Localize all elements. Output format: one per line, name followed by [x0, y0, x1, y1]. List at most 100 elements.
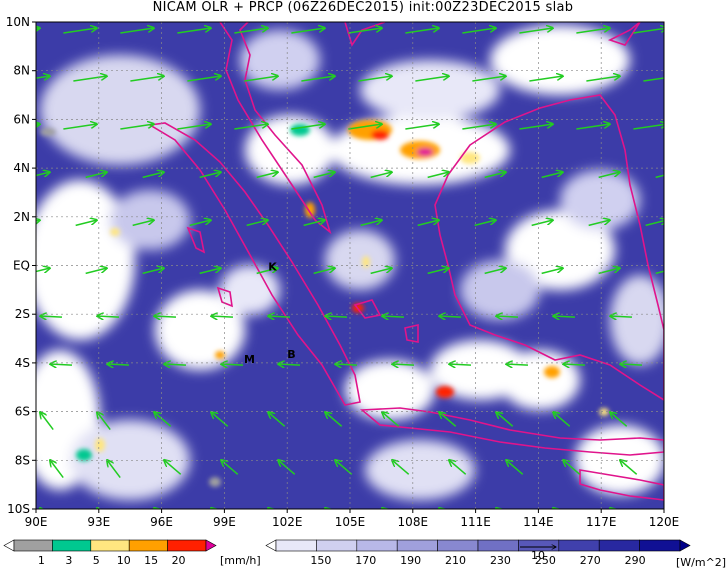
wind-vector: [164, 364, 187, 365]
wind-vector: [576, 28, 610, 34]
wind-vector: [677, 460, 694, 474]
olr-colorbar-swatch: [598, 539, 640, 552]
lat-tick-label: 2N: [13, 210, 30, 224]
wind-vector: [439, 316, 462, 317]
wind-vector: [50, 364, 73, 365]
olr-colorbar-swatch: [477, 539, 519, 552]
wind-vector: [427, 172, 449, 179]
wind-vector: [107, 364, 130, 365]
wind-vector: [655, 270, 664, 275]
olr-colorbar: 150 170 190 210 230 250 270 290 [W/m^2]: [265, 539, 726, 569]
precip-colorbar: 1 3 5 10 15 20 [mm/h]: [3, 539, 261, 567]
wind-vector: [97, 316, 120, 317]
olr-colorbar-label: 270: [580, 554, 601, 567]
wind-vector: [633, 28, 664, 34]
lon-tick-label: 90E: [25, 515, 48, 529]
coast-island-b: [216, 286, 233, 308]
lat-tick-label: 6S: [15, 405, 30, 419]
wind-vector: [211, 316, 234, 317]
wind-vector: [405, 124, 439, 130]
wind-vector: [506, 364, 529, 365]
place-label-m: M: [244, 353, 255, 366]
wind-vector: [645, 220, 664, 227]
lat-lon-grid: [36, 22, 664, 509]
coast-java: [359, 407, 664, 456]
axis-ticks: 90E 93E 96E 99E 102E 105E 108E 111E 114E 117E 120E…: [6, 15, 680, 529]
olr-colorbar-label: 210: [445, 554, 466, 567]
wind-vector: [588, 220, 610, 227]
wind-vector: [405, 28, 439, 34]
wind-vector: [667, 316, 689, 317]
lat-tick-label: 6N: [13, 112, 30, 126]
wind-vector: [164, 460, 182, 475]
wind-vector: [221, 460, 239, 475]
olr-colorbar-label: 170: [355, 554, 376, 567]
wind-vector: [325, 316, 348, 317]
wind-vector: [439, 412, 457, 427]
wind-vector: [667, 412, 684, 426]
wind-vector: [620, 364, 643, 365]
olr-colorbar-label: 290: [625, 554, 646, 567]
precip-colorbar-swatch: [128, 539, 168, 552]
lat-tick-label: 4S: [15, 356, 30, 370]
lon-tick-label: 102E: [272, 515, 303, 529]
wind-vector: [541, 172, 563, 179]
wind-vector: [586, 76, 620, 82]
wind-vector: [234, 28, 268, 34]
wind-vector: [620, 460, 638, 475]
wind-vector: [142, 172, 164, 179]
wind-vector: [553, 508, 570, 509]
wind-vector: [496, 412, 514, 427]
wind-vector: [382, 316, 405, 317]
precip-colorbar-label: 15: [144, 554, 158, 567]
coast-island-a: [186, 226, 206, 254]
lon-tick-label: 117E: [586, 515, 617, 529]
wind-vector: [199, 268, 221, 275]
wind-vector: [199, 172, 221, 179]
olr-colorbar-swatch: [437, 539, 479, 552]
precip-colorbar-label: 5: [93, 554, 100, 567]
wind-vector: [177, 28, 211, 34]
wind-vector: [360, 220, 382, 227]
wind-vector: [348, 28, 382, 34]
wind-vector: [484, 172, 506, 179]
map-title: NICAM OLR + PRCP (06Z26DEC2015) init:00Z…: [152, 0, 574, 15]
wind-vector: [449, 364, 472, 365]
wind-vector: [313, 172, 335, 179]
wind-vector: [610, 412, 628, 427]
wind-vector: [291, 28, 325, 34]
wind-vector: [120, 124, 154, 130]
precip-colorbar-swatch: [167, 539, 207, 552]
wind-vector: [382, 508, 399, 509]
wind-vector: [382, 412, 400, 427]
coast-island-f: [607, 22, 641, 46]
wind-vector: [278, 364, 301, 365]
wind-vector: [677, 364, 699, 365]
lon-tick-label: 114E: [523, 515, 554, 529]
wind-vector: [187, 76, 221, 82]
wind-vector: [633, 124, 664, 130]
wind-vector: [325, 412, 343, 427]
wind-vector: [73, 76, 107, 82]
precip-colorbar-low-end: [3, 539, 15, 552]
place-label-k: K: [268, 260, 277, 273]
wind-vector: [474, 220, 496, 227]
wind-vector: [358, 76, 392, 82]
reference-vector-label: 10: [531, 549, 545, 562]
wind-vector: [246, 220, 268, 227]
wind-vector: [472, 76, 506, 82]
wind-vector: [655, 174, 664, 179]
wind-vector: [154, 316, 177, 317]
wind-vector: [392, 460, 410, 475]
olr-colorbar-swatch: [639, 539, 681, 552]
wind-vector: [563, 364, 586, 365]
lon-tick-label: 93E: [87, 515, 110, 529]
olr-colorbar-swatch: [275, 539, 317, 552]
wind-vector: [303, 220, 325, 227]
wind-vector: [211, 412, 229, 427]
olr-colorbar-swatch: [356, 539, 398, 552]
wind-vector: [610, 316, 633, 317]
lat-tick-label: 10N: [6, 15, 30, 29]
lon-tick-label: 99E: [213, 515, 236, 529]
